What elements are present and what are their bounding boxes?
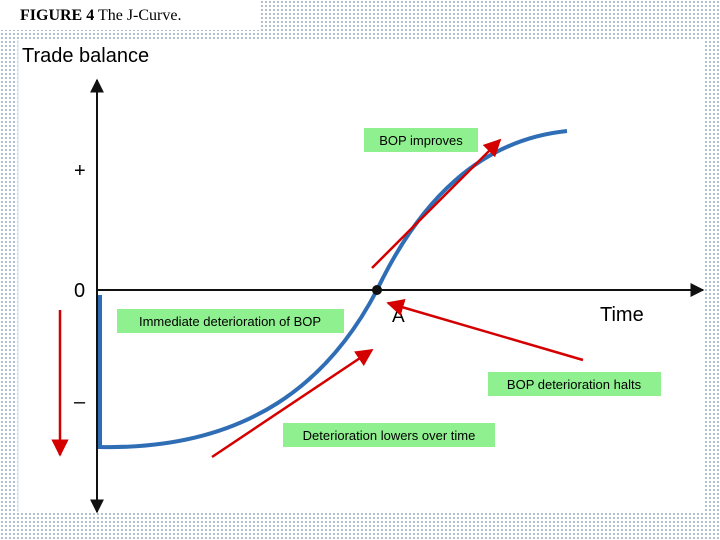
figure-label: FIGURE 4	[20, 7, 94, 24]
red-arrow	[386, 299, 584, 362]
red-arrow	[371, 138, 502, 269]
zero-label: 0	[74, 280, 85, 302]
annotation-box	[364, 128, 478, 152]
point-a	[372, 285, 382, 295]
y-axis-label: Trade balance	[22, 45, 149, 67]
annotation: BOP deterioration halts	[507, 377, 642, 392]
figure-title: FIGURE 4 The J-Curve.	[20, 7, 181, 24]
plus-label: +	[74, 160, 86, 182]
annotation-box	[488, 372, 661, 396]
annotation: Immediate deterioration of BOP	[139, 314, 321, 329]
title-bg	[0, 0, 260, 30]
point-label: A	[392, 306, 405, 327]
annotation-box	[117, 309, 344, 333]
j-curve	[98, 129, 568, 450]
minus-label: –	[74, 391, 86, 413]
annotation: BOP improves	[379, 133, 463, 148]
figure-caption: The J-Curve.	[98, 7, 182, 24]
annotation-box	[283, 423, 495, 447]
x-axis-label: Time	[600, 304, 644, 326]
annotation: Deterioration lowers over time	[303, 428, 476, 443]
red-arrow	[211, 348, 374, 459]
